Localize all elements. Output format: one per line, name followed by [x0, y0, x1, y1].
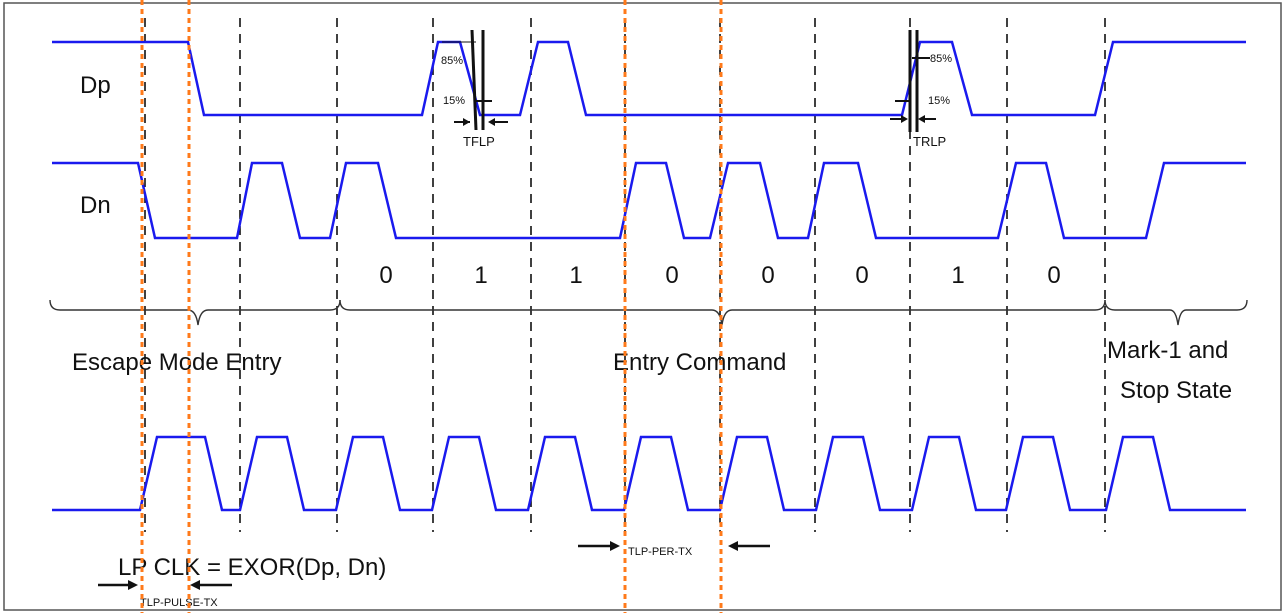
highlight-markers — [140, 0, 723, 613]
brace-entry — [339, 299, 1106, 326]
clk-label: LP CLK = EXOR(Dp, Dn) — [118, 554, 386, 581]
brace-mark — [1104, 299, 1248, 326]
phase-mark-label-1: Mark-1 and — [1107, 337, 1228, 364]
tlp-per-tx-measurement — [578, 541, 770, 551]
bit-value: 0 — [665, 262, 678, 289]
tflp-85-label: 85% — [441, 55, 463, 67]
bit-values: 0 1 1 0 0 0 1 0 — [379, 262, 1060, 289]
phase-braces — [49, 299, 1248, 326]
bit-value: 0 — [1047, 262, 1060, 289]
tflp-15-label: 15% — [443, 95, 465, 107]
phase-mark-label-2: Stop State — [1120, 377, 1232, 404]
tlp-per-tx-label: TLP-PER-TX — [628, 546, 693, 558]
tlp-pulse-tx-measurement — [98, 580, 232, 590]
brace-escape — [49, 299, 341, 326]
bit-value: 1 — [569, 262, 582, 289]
bit-value: 0 — [855, 262, 868, 289]
dp-waveform — [52, 40, 1246, 117]
bit-value: 1 — [951, 262, 964, 289]
tflp-measurement — [442, 29, 508, 131]
trlp-measurement — [890, 30, 936, 132]
trlp-label: TRLP — [913, 134, 946, 149]
dn-label: Dn — [80, 192, 111, 219]
phase-entry-label: Entry Command — [613, 349, 786, 376]
bit-value: 0 — [761, 262, 774, 289]
dp-label: Dp — [80, 72, 111, 99]
bit-value: 0 — [379, 262, 392, 289]
lp-clk-waveform — [52, 435, 1246, 512]
trlp-85-label: 85% — [930, 53, 952, 65]
tlp-pulse-tx-label: TLP-PULSE-TX — [140, 597, 218, 609]
trlp-15-label: 15% — [928, 95, 950, 107]
diagram-border — [3, 2, 1282, 611]
bit-value: 1 — [474, 262, 487, 289]
tflp-label: TFLP — [463, 134, 495, 149]
phase-escape-label: Escape Mode Entry — [72, 349, 281, 376]
dn-waveform — [52, 161, 1246, 240]
